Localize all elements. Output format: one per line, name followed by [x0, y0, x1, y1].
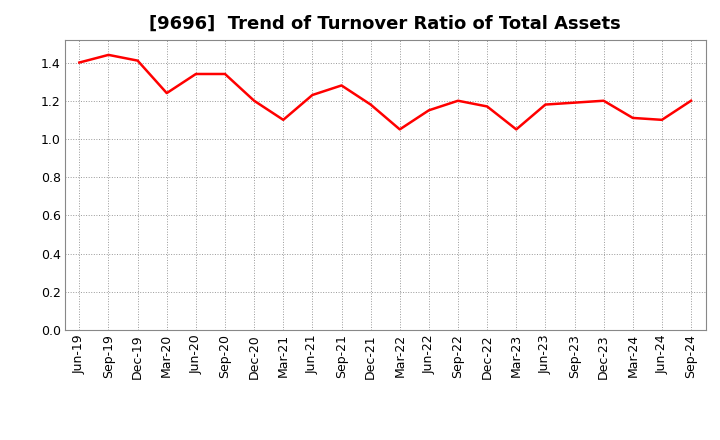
Title: [9696]  Trend of Turnover Ratio of Total Assets: [9696] Trend of Turnover Ratio of Total … — [149, 15, 621, 33]
